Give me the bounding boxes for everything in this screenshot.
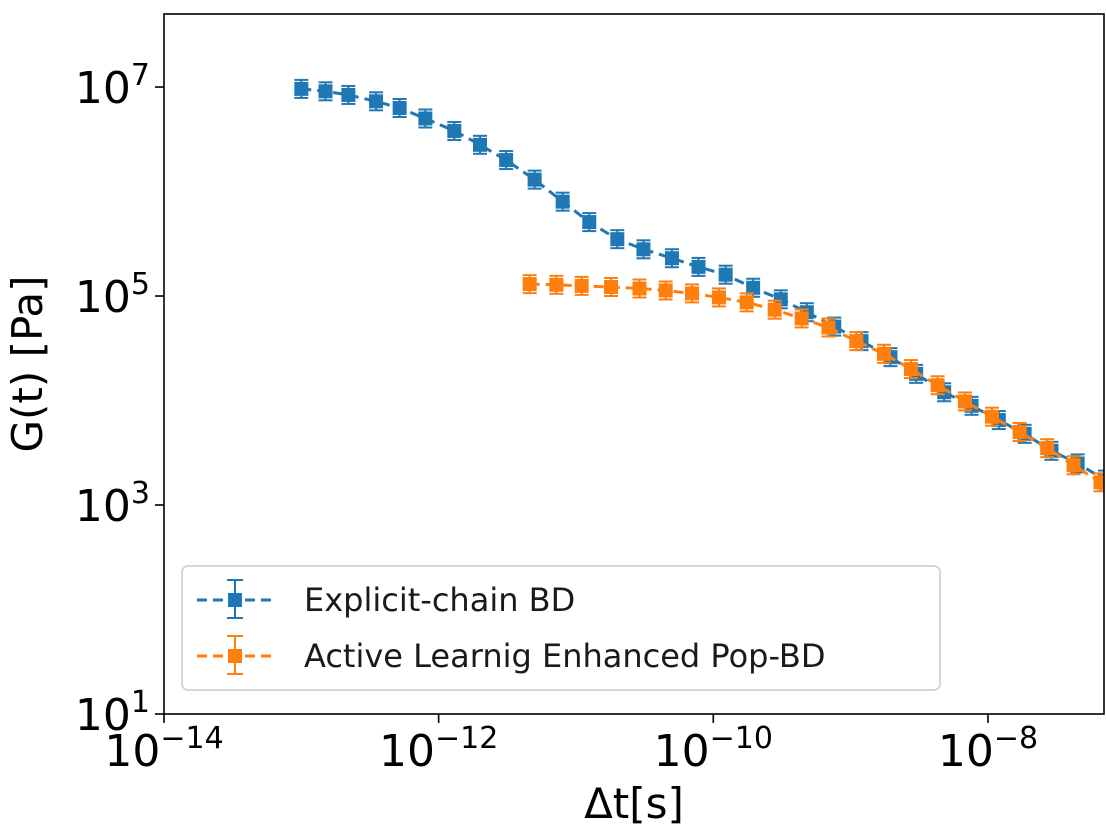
data-point — [711, 290, 726, 305]
data-point — [739, 295, 754, 310]
series-layer — [294, 78, 1104, 493]
x-tick-label: 10−12 — [379, 721, 498, 777]
data-point — [664, 251, 679, 266]
data-point — [574, 278, 589, 293]
data-point — [555, 194, 570, 209]
y-axis-label: G(t) [Pa] — [3, 275, 52, 452]
legend-handle-explicit-chain — [197, 579, 273, 619]
x-tick-label: 10−10 — [654, 721, 773, 777]
data-point — [341, 87, 356, 102]
data-point — [522, 277, 537, 292]
data-point — [746, 280, 761, 295]
data-point — [610, 232, 625, 247]
data-point — [930, 378, 945, 393]
x-axis-label: Δt[s] — [584, 779, 684, 828]
data-point — [685, 286, 700, 301]
data-point — [718, 267, 733, 282]
ticks-layer: 10−14 10−12 10−10 10−8 101 103 105 107 — [75, 58, 1038, 777]
data-point — [472, 137, 487, 152]
legend: Explicit-chain BD Active Learnig Enhance… — [181, 565, 941, 691]
data-point — [447, 123, 462, 138]
legend-box — [181, 565, 941, 691]
data-point — [903, 362, 918, 377]
y-tick-label: 101 — [75, 685, 150, 741]
data-point — [957, 394, 972, 409]
data-point — [1040, 441, 1055, 456]
data-point — [1093, 475, 1104, 490]
series-line-active-learning — [529, 282, 1102, 484]
data-point — [821, 320, 836, 335]
legend-label-explicit-chain: Explicit-chain BD — [304, 581, 575, 619]
legend-marker — [228, 593, 242, 607]
x-tick-label: 10−8 — [938, 721, 1038, 777]
plot-frame — [163, 13, 1105, 715]
data-point — [418, 111, 433, 126]
series-active-learning — [522, 274, 1104, 493]
data-point — [794, 311, 809, 326]
data-point — [1066, 458, 1081, 473]
data-point — [984, 409, 999, 424]
data-point — [582, 215, 597, 230]
data-point — [318, 84, 333, 99]
x-tick-label: 10−14 — [104, 721, 223, 777]
data-point — [691, 259, 706, 274]
data-point — [392, 101, 407, 116]
data-point — [604, 280, 619, 295]
data-point — [527, 172, 542, 187]
y-tick-label: 103 — [75, 476, 150, 532]
y-tick-label: 107 — [75, 58, 150, 114]
legend-handle-active-learning — [197, 635, 273, 675]
data-point — [658, 283, 673, 298]
legend-label-active-learning: Active Learnig Enhanced Pop-BD — [304, 637, 825, 675]
data-point — [636, 242, 651, 257]
data-point — [849, 334, 864, 349]
data-point — [499, 153, 514, 168]
data-point — [369, 94, 384, 109]
data-point — [1012, 424, 1027, 439]
data-point — [549, 277, 564, 292]
data-point — [294, 81, 309, 96]
data-point — [632, 281, 647, 296]
data-point — [767, 302, 782, 317]
y-tick-label: 105 — [75, 267, 150, 323]
legend-marker — [228, 649, 242, 663]
data-point — [876, 346, 891, 361]
